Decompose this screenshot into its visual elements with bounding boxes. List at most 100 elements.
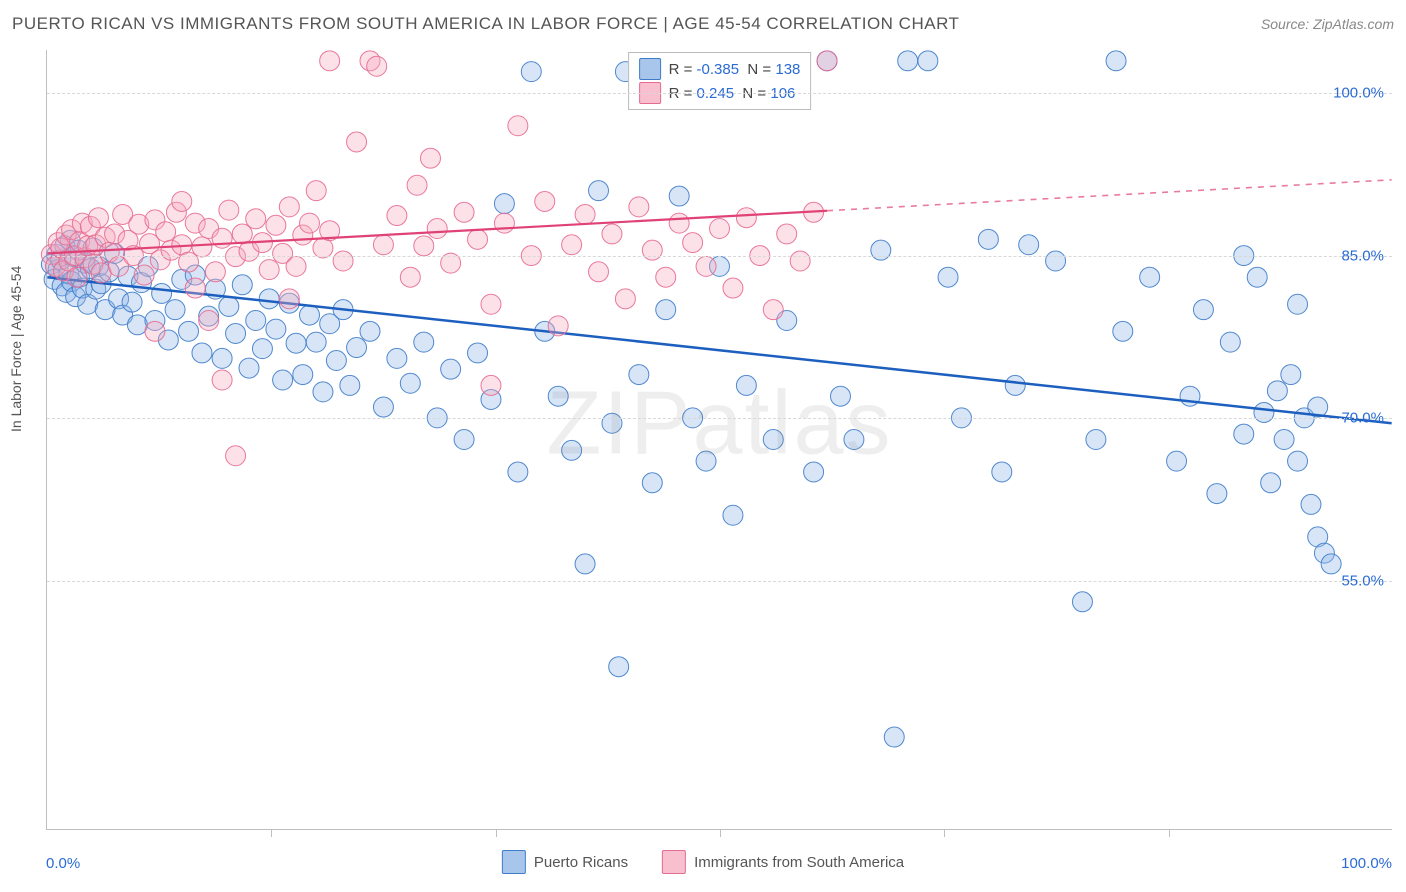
data-point [1267, 381, 1287, 401]
data-point [199, 310, 219, 330]
data-point [67, 267, 87, 287]
y-axis-label: In Labor Force | Age 45-54 [8, 266, 24, 432]
data-point [373, 235, 393, 255]
data-point [683, 233, 703, 253]
data-point [212, 348, 232, 368]
data-point [152, 283, 172, 303]
data-point [320, 51, 340, 71]
data-point [609, 657, 629, 677]
data-point [763, 300, 783, 320]
data-point [817, 51, 837, 71]
data-point [347, 338, 367, 358]
gridline [47, 418, 1392, 419]
data-point [1113, 321, 1133, 341]
data-point [367, 56, 387, 76]
data-point [219, 296, 239, 316]
data-point [414, 236, 434, 256]
data-point [340, 375, 360, 395]
data-point [266, 215, 286, 235]
data-point [535, 191, 555, 211]
data-point [1046, 251, 1066, 271]
legend-swatch [662, 850, 686, 874]
plot-area: ZIPatlas R = -0.385 N = 138R = 0.245 N =… [46, 50, 1392, 830]
gridline [47, 581, 1392, 582]
data-point [642, 240, 662, 260]
data-point [777, 224, 797, 244]
data-point [454, 430, 474, 450]
regression-line [47, 277, 1391, 423]
data-point [360, 321, 380, 341]
data-point [239, 358, 259, 378]
legend-item: Puerto Ricans [502, 850, 628, 874]
data-point [420, 148, 440, 168]
data-point [156, 222, 176, 242]
bottom-legend: Puerto Ricans Immigrants from South Ameri… [502, 850, 904, 874]
data-point [326, 351, 346, 371]
legend-label: Immigrants from South America [694, 854, 904, 871]
data-point [642, 473, 662, 493]
stats-text: R = -0.385 N = 138 [669, 61, 801, 78]
data-point [830, 386, 850, 406]
data-point [1274, 430, 1294, 450]
gridline [47, 93, 1392, 94]
data-point [790, 251, 810, 271]
data-point [259, 289, 279, 309]
data-point [696, 256, 716, 276]
data-point [468, 229, 488, 249]
data-point [127, 315, 147, 335]
data-point [400, 267, 420, 287]
data-point [992, 462, 1012, 482]
y-tick-label: 100.0% [1333, 85, 1384, 102]
data-point [91, 263, 111, 283]
data-point [192, 237, 212, 257]
data-point [387, 348, 407, 368]
data-point [205, 262, 225, 282]
data-point [172, 191, 192, 211]
data-point [306, 332, 326, 352]
data-point [300, 213, 320, 233]
data-point [978, 229, 998, 249]
data-point [736, 375, 756, 395]
data-point [347, 132, 367, 152]
data-point [562, 235, 582, 255]
data-point [1234, 424, 1254, 444]
data-point [400, 373, 420, 393]
data-point [454, 202, 474, 222]
gridline [47, 256, 1392, 257]
data-point [212, 370, 232, 390]
data-point [266, 319, 286, 339]
data-point [286, 333, 306, 353]
data-point [88, 208, 108, 228]
data-point [1167, 451, 1187, 471]
data-point [723, 505, 743, 525]
data-point [226, 323, 246, 343]
data-point [185, 278, 205, 298]
data-point [804, 462, 824, 482]
regression-line-extrapolated [827, 180, 1392, 211]
data-point [306, 181, 326, 201]
data-point [844, 430, 864, 450]
data-point [589, 262, 609, 282]
x-tick [271, 829, 272, 837]
data-point [871, 240, 891, 260]
data-point [246, 310, 266, 330]
data-point [468, 343, 488, 363]
data-point [1106, 51, 1126, 71]
data-point [575, 554, 595, 574]
data-point [494, 194, 514, 214]
data-point [1254, 402, 1274, 422]
data-point [179, 321, 199, 341]
data-point [669, 213, 689, 233]
data-point [1140, 267, 1160, 287]
data-point [1288, 451, 1308, 471]
data-point [1220, 332, 1240, 352]
data-point [669, 186, 689, 206]
data-point [441, 359, 461, 379]
data-point [1193, 300, 1213, 320]
x-tick [496, 829, 497, 837]
data-point [938, 267, 958, 287]
data-point [273, 370, 293, 390]
data-point [387, 206, 407, 226]
y-tick-label: 55.0% [1341, 572, 1384, 589]
data-point [1301, 494, 1321, 514]
